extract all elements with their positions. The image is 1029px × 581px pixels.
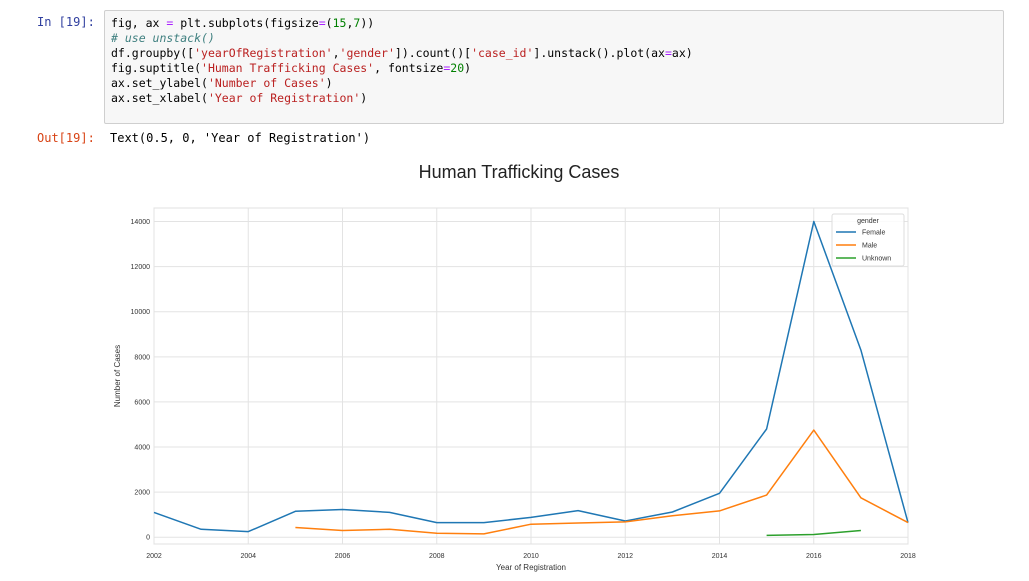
- y-tick-label: 12000: [131, 264, 151, 271]
- chart-title: Human Trafficking Cases: [419, 162, 620, 182]
- x-tick-label: 2016: [806, 553, 822, 560]
- x-tick-label: 2004: [240, 553, 256, 560]
- code-line: fig.suptitle('Human Trafficking Cases', …: [111, 61, 472, 75]
- code-line: df.groupby(['yearOfRegistration','gender…: [111, 46, 693, 60]
- output-prompt: Out[19]:: [37, 131, 95, 145]
- y-tick-label: 4000: [134, 445, 150, 452]
- y-tick-label: 0: [146, 535, 150, 542]
- y-tick-label: 6000: [134, 399, 150, 406]
- x-axis-label: Year of Registration: [496, 563, 566, 572]
- line-chart: Human Trafficking Cases 2002 2004 2006 2008 2…: [113, 162, 916, 572]
- y-tick-label: 10000: [131, 309, 151, 316]
- x-tick-label: 2010: [523, 553, 539, 560]
- code-line: fig, ax = plt.subplots(figsize=(15,7)): [111, 16, 375, 30]
- y-tick-label: 2000: [134, 490, 150, 497]
- legend-title: gender: [857, 218, 879, 225]
- code-cell-input[interactable]: fig, ax = plt.subplots(figsize=(15,7)) # …: [104, 10, 1004, 124]
- series-line-female: [153, 220, 909, 533]
- x-tick-label: 2002: [146, 553, 162, 560]
- code-line: ax.set_xlabel('Year of Registration'): [111, 91, 368, 105]
- code-line: # use unstack(): [111, 31, 215, 45]
- x-tick-label: 2014: [712, 553, 728, 560]
- output-text: Text(0.5, 0, 'Year of Registration'): [110, 131, 371, 145]
- legend-box: [831, 213, 905, 267]
- y-axis-label: Number of Cases: [113, 345, 122, 407]
- x-tick-label: 2006: [335, 553, 351, 560]
- code-line: ax.set_ylabel('Number of Cases'): [111, 76, 333, 90]
- series-line-unknown: [766, 529, 861, 537]
- legend-entry-unknown: Unknown: [862, 256, 891, 263]
- code-editor[interactable]: fig, ax = plt.subplots(figsize=(15,7)) # …: [111, 16, 693, 106]
- x-tick-label: 2012: [617, 553, 633, 560]
- x-tick-label: 2018: [900, 553, 916, 560]
- input-prompt: In [19]:: [37, 15, 95, 29]
- legend-entry-female: Female: [862, 230, 885, 237]
- x-tick-label: 2008: [429, 553, 445, 560]
- series-line-male: [295, 429, 909, 535]
- legend-entry-male: Male: [862, 243, 877, 250]
- y-tick-label: 14000: [131, 219, 151, 226]
- y-tick-label: 8000: [134, 354, 150, 361]
